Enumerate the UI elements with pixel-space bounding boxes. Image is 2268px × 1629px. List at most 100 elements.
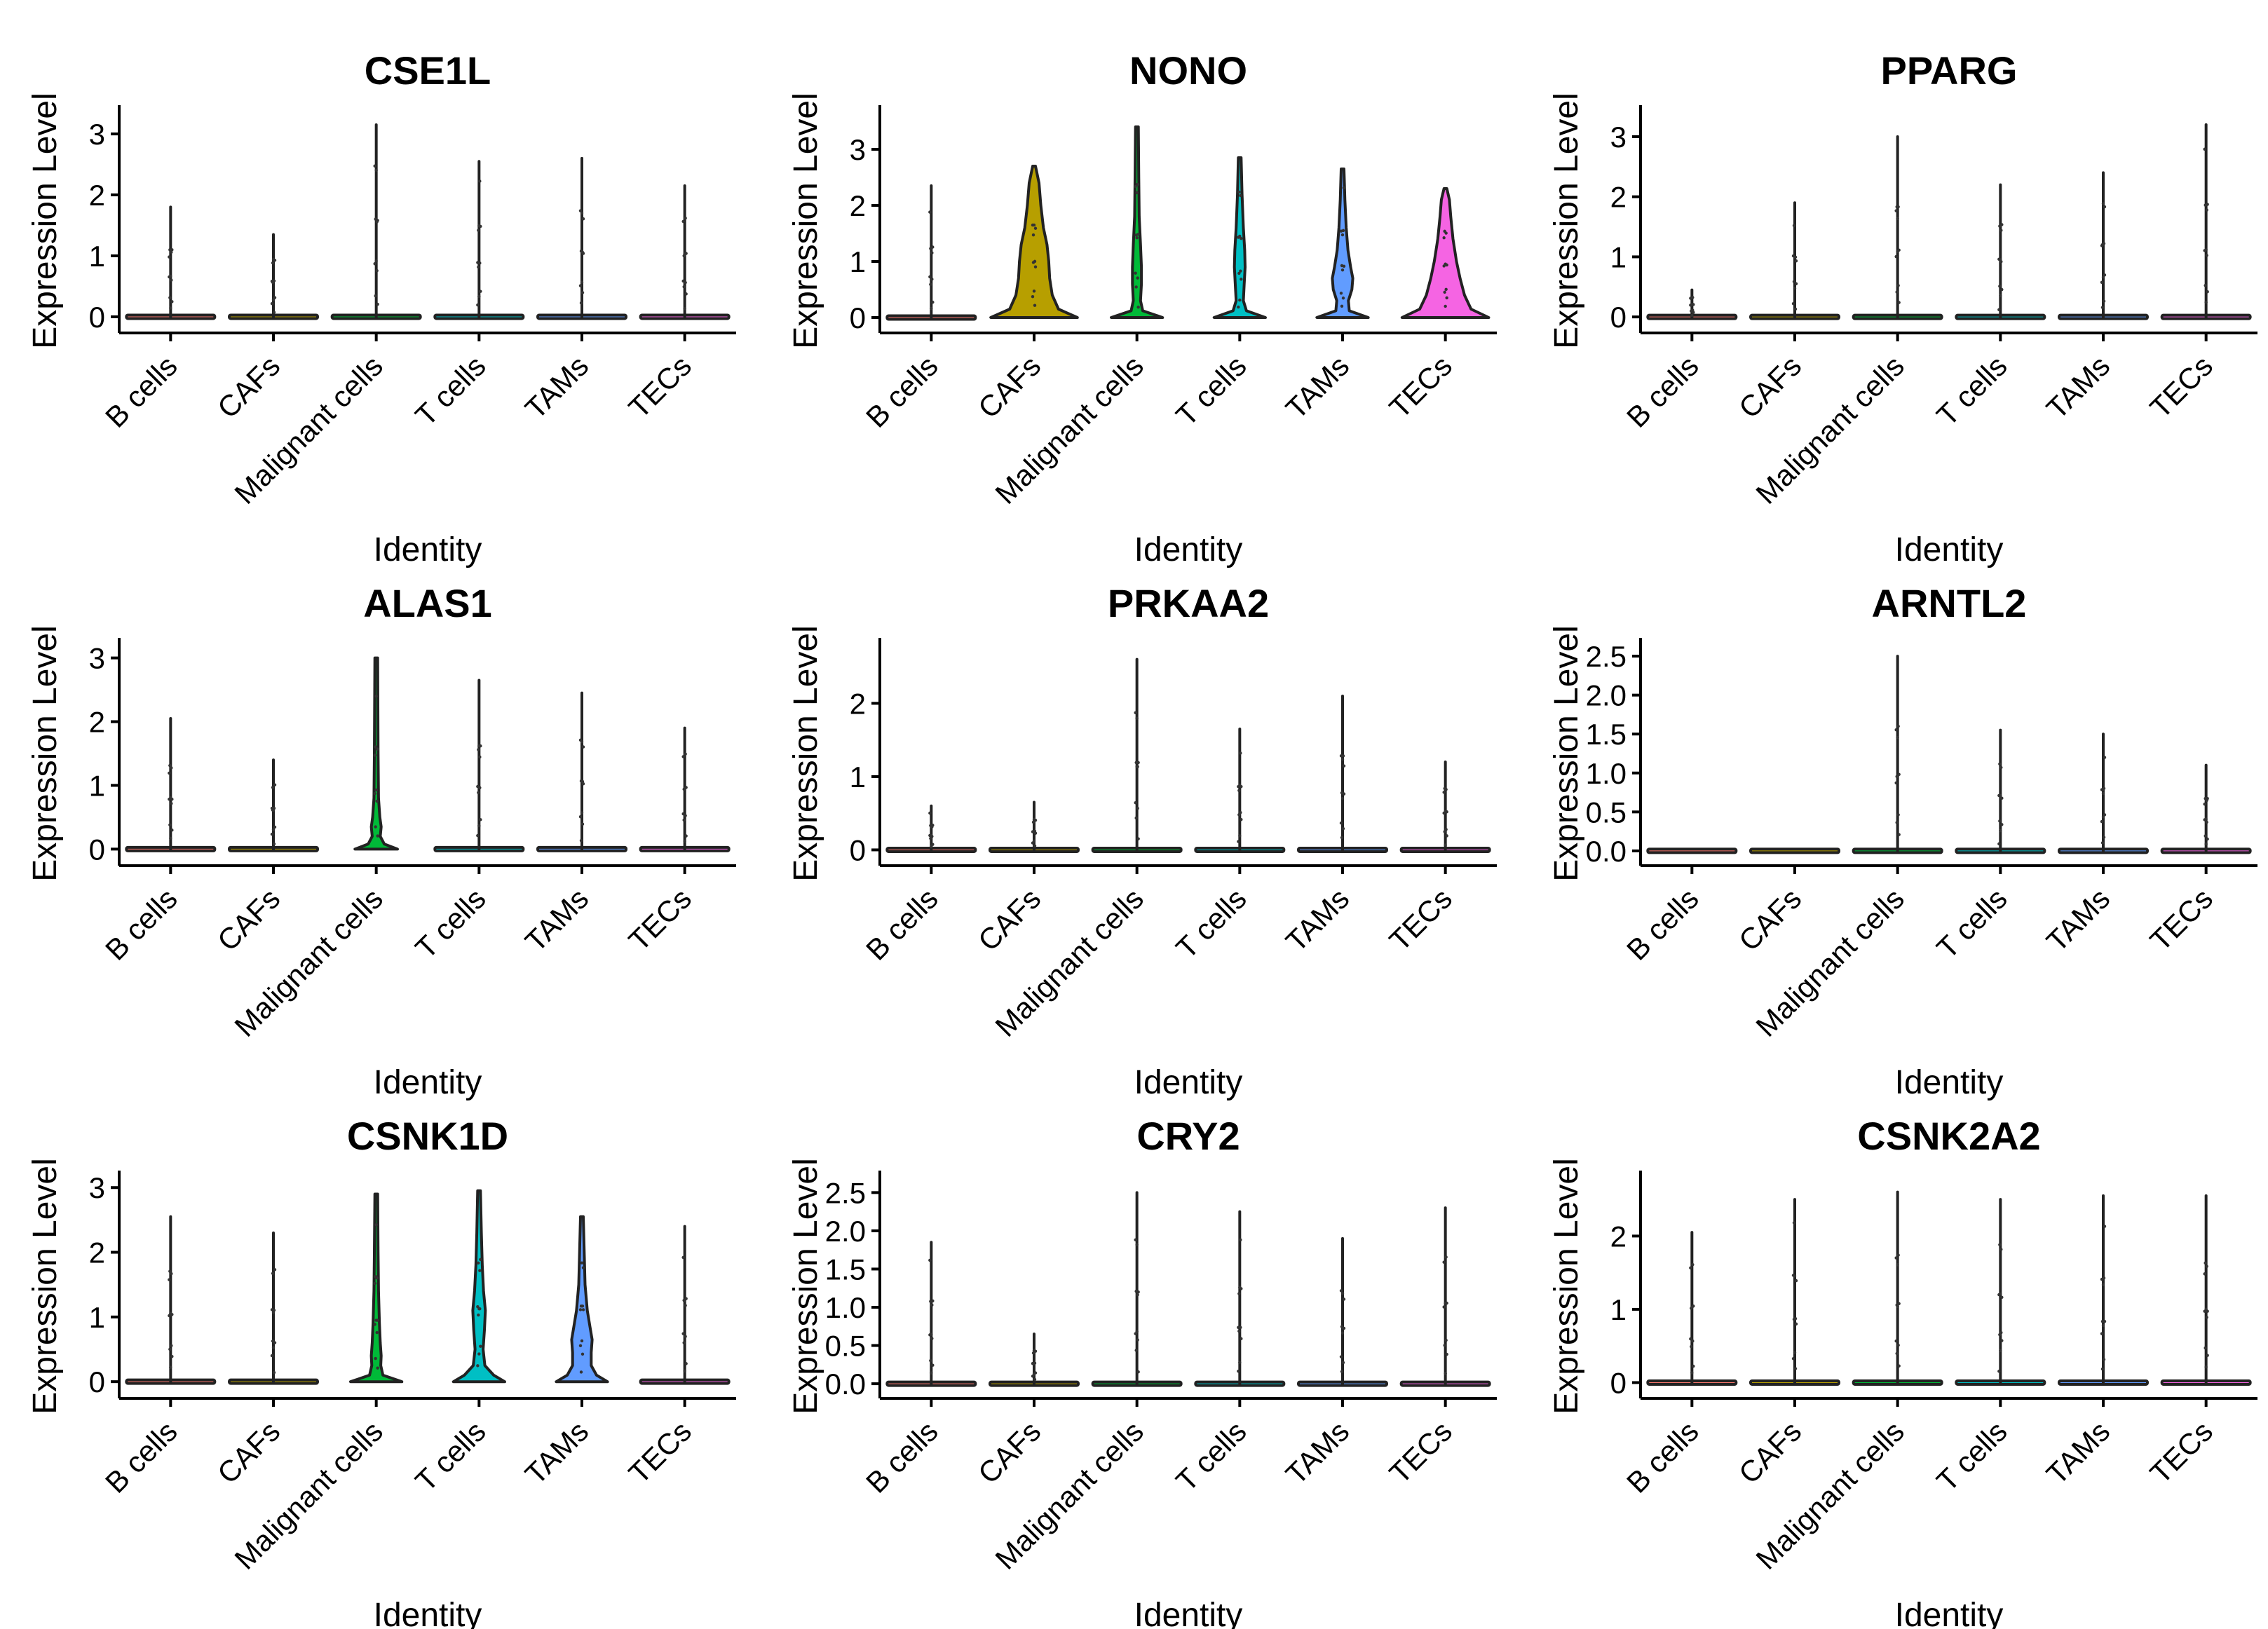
panel-title: CSNK2A2 — [1857, 1114, 2040, 1158]
jitter-point — [681, 755, 685, 758]
jitter-point — [477, 1352, 481, 1356]
jitter-point — [928, 1258, 932, 1262]
y-tick-label: 2 — [1610, 1220, 1627, 1253]
jitter-point — [930, 1303, 934, 1307]
jitter-point — [683, 307, 686, 311]
jitter-point — [1999, 793, 2002, 798]
jitter-point — [2205, 254, 2208, 257]
x-axis-title: Identity — [1134, 1597, 1243, 1629]
y-tick-label: 2.0 — [825, 1215, 866, 1248]
jitter-point — [2101, 791, 2105, 796]
jitter-point — [1895, 821, 1899, 824]
y-tick-label: 0 — [850, 833, 866, 866]
jitter-point — [1690, 1371, 1694, 1375]
jitter-point — [477, 748, 480, 751]
jitter-point — [684, 292, 688, 296]
jitter-point — [1339, 821, 1343, 825]
jitter-point — [2000, 1339, 2004, 1342]
x-axis-title: Identity — [1134, 531, 1243, 568]
jitter-point — [1897, 1364, 1901, 1368]
jitter-point — [1032, 289, 1036, 293]
jitter-point — [1136, 1338, 1139, 1342]
x-axis-title: Identity — [374, 1597, 482, 1629]
jitter-point — [376, 834, 379, 838]
violin-t-cells — [451, 1189, 506, 1384]
x-tick-label: TAMs — [1279, 1415, 1356, 1491]
jitter-point — [476, 833, 480, 838]
jitter-point — [1896, 1253, 1900, 1257]
jitter-point — [1793, 1317, 1798, 1321]
jitter-point — [2103, 1225, 2107, 1228]
jitter-point — [930, 845, 933, 849]
jitter-point — [1237, 840, 1240, 843]
y-tick-label: 2 — [850, 687, 866, 720]
x-axis-title: Identity — [1895, 1064, 2004, 1101]
jitter-point — [1689, 1337, 1692, 1341]
jitter-point — [1136, 806, 1139, 810]
jitter-point — [928, 210, 932, 214]
jitter-point — [682, 787, 686, 791]
y-axis-title: Expression Level — [27, 625, 64, 882]
jitter-point — [1340, 233, 1345, 237]
jitter-point — [272, 842, 276, 846]
jitter-point — [271, 261, 275, 265]
jitter-point — [580, 1352, 585, 1356]
jitter-point — [1999, 829, 2002, 833]
jitter-point — [931, 1363, 935, 1367]
y-tick-label: 2.5 — [825, 1176, 866, 1209]
jitter-point — [1339, 292, 1343, 295]
jitter-point — [2100, 306, 2105, 309]
jitter-point — [479, 1344, 482, 1348]
x-tick-label: TECs — [623, 349, 698, 424]
jitter-point — [2102, 242, 2106, 245]
jitter-point — [1444, 304, 1447, 308]
jitter-point — [1031, 1351, 1035, 1355]
jitter-point — [1794, 259, 1798, 263]
jitter-point — [580, 811, 584, 814]
jitter-point — [375, 1276, 379, 1280]
jitter-point — [1033, 259, 1037, 264]
jitter-point — [478, 1269, 482, 1272]
jitter-point — [478, 179, 482, 183]
jitter-point — [2203, 147, 2206, 151]
panel-prkaa2: PRKAA2 0 1 2 Expression Level Identity B cells… — [787, 581, 1497, 1101]
jitter-point — [682, 254, 686, 258]
jitter-point — [271, 1272, 275, 1275]
jitter-point — [684, 814, 687, 817]
jitter-point — [1239, 269, 1242, 273]
jitter-point — [170, 829, 174, 832]
jitter-point — [374, 217, 377, 221]
jitter-point — [684, 1297, 688, 1300]
jitter-point — [1896, 1263, 1899, 1267]
jitter-point — [1999, 1330, 2003, 1335]
jitter-point — [2203, 1272, 2206, 1276]
jitter-point — [1999, 765, 2003, 770]
jitter-point — [270, 301, 274, 306]
jitter-point — [170, 798, 174, 801]
jitter-point — [1997, 842, 2001, 846]
jitter-point — [1445, 263, 1448, 267]
jitter-point — [1136, 276, 1139, 280]
jitter-point — [1999, 294, 2002, 298]
y-tick-label: 0.0 — [825, 1368, 866, 1400]
jitter-point — [170, 802, 173, 805]
jitter-point — [168, 248, 172, 252]
x-axis-title: Identity — [374, 531, 482, 568]
jitter-point — [373, 1281, 376, 1286]
x-tick-label: CAFs — [1732, 1415, 1807, 1490]
x-tick-label: B cells — [99, 1415, 184, 1499]
jitter-point — [578, 1344, 583, 1347]
jitter-point — [579, 1370, 583, 1374]
panel-nono: NONO 0 1 2 3 Expression Level Identity B cells C… — [787, 48, 1497, 568]
jitter-point — [1444, 828, 1448, 831]
jitter-point — [1341, 826, 1345, 831]
jitter-point — [580, 250, 585, 254]
jitter-point — [2000, 1295, 2004, 1300]
jitter-point — [1135, 191, 1139, 195]
y-tick-label: 0 — [89, 833, 105, 866]
jitter-point — [169, 836, 172, 840]
jitter-point — [1237, 1370, 1240, 1373]
jitter-point — [1897, 833, 1901, 836]
y-tick-label: 1 — [1610, 1293, 1627, 1326]
